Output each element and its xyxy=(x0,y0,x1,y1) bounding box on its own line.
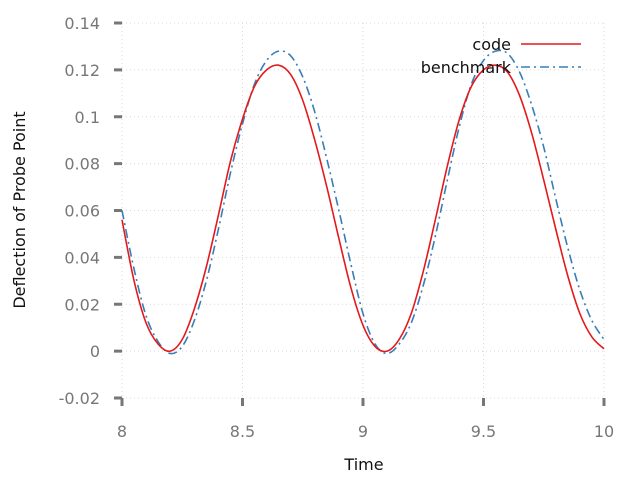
series-line-code xyxy=(121,64,605,353)
axis-ticks: -0.02 0 0.02 0.04 0.06 0.08 0.1 0.12 0.14 8 8.5 9 9.… xyxy=(59,14,615,441)
y-tick-label: 0.02 xyxy=(64,295,100,314)
x-tick-label: 10 xyxy=(594,422,614,441)
x-tick-label: 8 xyxy=(117,422,127,441)
x-tick-label: 9 xyxy=(358,422,368,441)
y-tick-label: -0.02 xyxy=(59,389,100,408)
x-tick-label: 9.5 xyxy=(471,422,496,441)
plot-area xyxy=(121,49,605,355)
y-tick-label: 0.08 xyxy=(64,155,100,174)
y-tick-label: 0.12 xyxy=(64,61,100,80)
y-tick-label: 0.1 xyxy=(75,108,100,127)
x-tick-label: 8.5 xyxy=(230,422,255,441)
legend-label-code: code xyxy=(472,35,511,54)
legend: code benchmark xyxy=(421,35,581,77)
x-axis-label: Time xyxy=(343,455,383,474)
y-tick-label: 0.06 xyxy=(64,202,100,221)
series-line-benchmark xyxy=(121,49,605,355)
y-tick-label: 0.14 xyxy=(64,14,100,33)
grid xyxy=(121,22,605,399)
y-tick-label: 0 xyxy=(90,342,100,361)
y-tick-label: 0.04 xyxy=(64,248,100,267)
y-axis-label: Deflection of Probe Point xyxy=(10,111,29,308)
legend-label-benchmark: benchmark xyxy=(421,58,512,77)
